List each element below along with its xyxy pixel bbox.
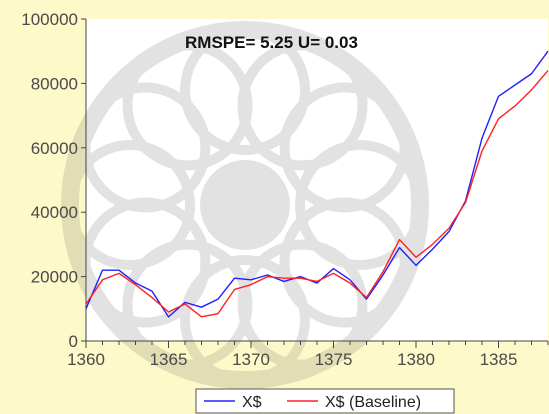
y-tick-label: 0 — [69, 332, 78, 351]
series-line-x — [85, 50, 549, 318]
chart-annotation: RMSPE= 5.25 U= 0.03 — [185, 33, 358, 52]
legend-label-x-baseline: X$ (Baseline) — [325, 394, 421, 411]
legend: X$ X$ (Baseline) — [195, 388, 455, 414]
x-tick-label: 1375 — [315, 350, 353, 369]
series-group — [85, 50, 549, 318]
watermark-rosette — [61, 21, 429, 389]
y-tick-label: 80000 — [31, 74, 78, 93]
plot-area — [86, 19, 548, 341]
x-tick-label: 1385 — [480, 350, 518, 369]
x-tick-label: 1380 — [397, 350, 435, 369]
legend-label-x: X$ — [242, 394, 262, 411]
y-tick-label: 40000 — [31, 203, 78, 222]
x-tick-label: 1370 — [232, 350, 270, 369]
y-tick-label: 20000 — [31, 268, 78, 287]
series-line-x-baseline — [85, 70, 549, 318]
x-tick-label: 1365 — [150, 350, 188, 369]
x-tick-label: 1360 — [67, 350, 105, 369]
y-tick-label: 60000 — [31, 139, 78, 158]
y-tick-label: 100000 — [21, 10, 78, 29]
axes: 0 20000 40000 60000 80000 100000 1360 1365 1370 1… — [21, 10, 549, 369]
legend-box — [195, 388, 455, 414]
